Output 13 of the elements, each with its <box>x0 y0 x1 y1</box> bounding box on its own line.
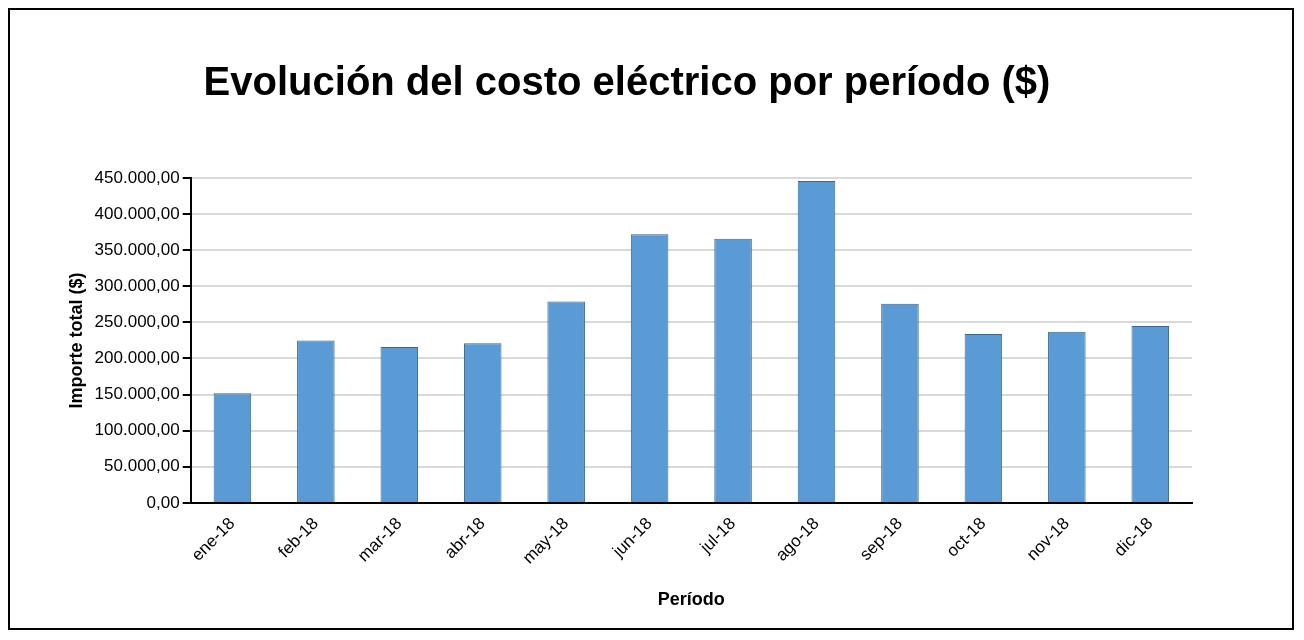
y-tick-label: 450.000,00 <box>94 167 180 187</box>
y-tick-label: 100.000,00 <box>94 420 180 440</box>
y-tick-label: 400.000,00 <box>94 203 180 223</box>
x-axis-title: Período <box>657 589 725 610</box>
y-tick-label: 0,00 <box>146 492 180 512</box>
y-axis-title: Importe total ($) <box>65 272 86 409</box>
chart-title: Evolución del costo eléctrico por período ($) <box>203 59 1051 104</box>
y-tick-label: 150.000,00 <box>94 384 180 404</box>
y-tick-label: 350.000,00 <box>94 239 180 259</box>
y-tick-label: 50.000,00 <box>104 456 180 476</box>
y-tick-label: 250.000,00 <box>94 312 180 332</box>
y-tick-label: 300.000,00 <box>94 275 180 295</box>
y-tick-label: 200.000,00 <box>94 348 180 368</box>
